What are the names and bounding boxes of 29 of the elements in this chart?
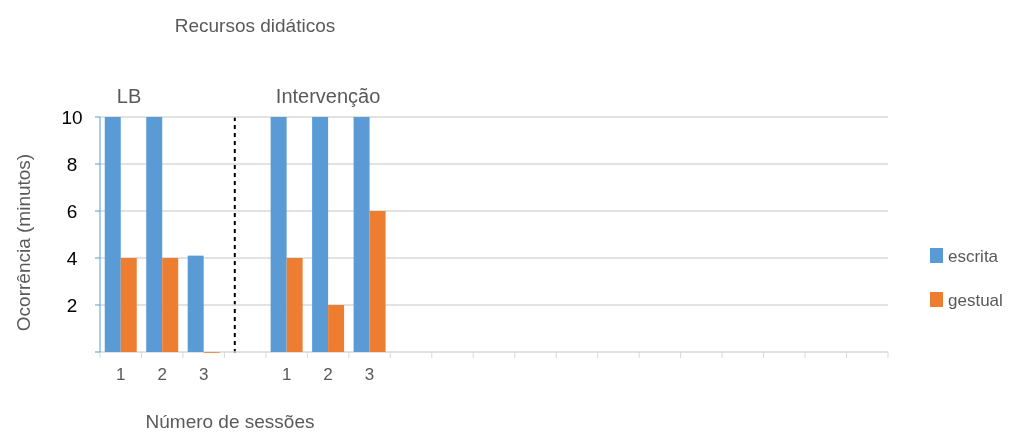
x-tick-label: 1 xyxy=(116,365,126,384)
bar xyxy=(146,117,163,352)
x-tick-label: 2 xyxy=(157,365,167,384)
bar xyxy=(187,255,204,352)
bar xyxy=(104,117,121,352)
y-axis-title: Ocorrência (minutos) xyxy=(13,153,34,332)
x-tick-label: 2 xyxy=(323,365,333,384)
text: LB xyxy=(116,85,142,107)
x-tick-label: 3 xyxy=(364,365,375,384)
x-tick-label: 1 xyxy=(281,365,292,384)
bar xyxy=(312,117,329,352)
bar xyxy=(328,305,345,352)
x-tick-label: 3 xyxy=(198,365,209,384)
bar xyxy=(120,258,137,352)
chart-title: Recursos didáticos xyxy=(174,15,336,36)
text: Intervenção xyxy=(275,85,381,107)
y-tick-label: 4 xyxy=(66,247,78,269)
y-tick-label: 6 xyxy=(66,200,78,222)
y-tick-label: 8 xyxy=(66,153,78,175)
bar xyxy=(270,117,287,352)
bar xyxy=(369,211,386,352)
y-tick-label: 10 xyxy=(61,106,83,128)
bar xyxy=(353,117,370,352)
legend-label: gestual xyxy=(948,290,1003,310)
bar xyxy=(162,258,179,352)
x-axis-title: Número de sessões xyxy=(145,411,315,432)
y-tick-label: 2 xyxy=(66,294,78,316)
legend-label: escrita xyxy=(948,246,999,266)
bar xyxy=(286,258,303,352)
